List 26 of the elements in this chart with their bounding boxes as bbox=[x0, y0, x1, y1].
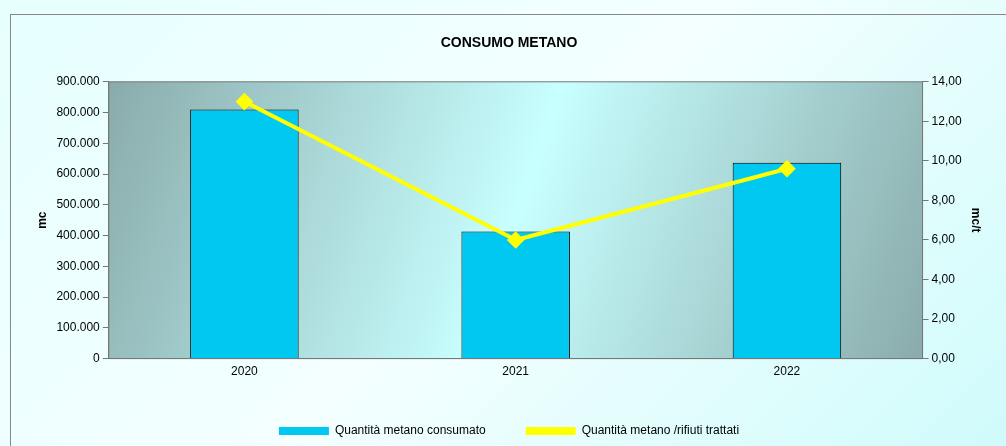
y2-tick-label: 12,00 bbox=[931, 113, 962, 128]
y-tick-label: 200.000 bbox=[56, 289, 101, 304]
y-tick-label: 300.000 bbox=[56, 258, 101, 273]
y-tick-label: 400.000 bbox=[56, 227, 101, 242]
legend-label: Quantità metano /rifiuti trattati bbox=[581, 423, 740, 438]
y2-tick-label: 2,00 bbox=[931, 311, 956, 326]
chart-title: CONSUMO METANO bbox=[440, 34, 578, 51]
y2-tick-label: 8,00 bbox=[931, 192, 956, 207]
y-tick-label: 600.000 bbox=[56, 166, 101, 181]
x-tick-label: 2022 bbox=[773, 364, 801, 379]
y-tick-label: 0 bbox=[93, 350, 101, 365]
y2-tick-label: 4,00 bbox=[931, 271, 956, 286]
y2-tick-label: 10,00 bbox=[931, 153, 962, 168]
y-tick-label: 700.000 bbox=[56, 135, 101, 150]
y-tick-label: 900.000 bbox=[56, 74, 101, 89]
y2-tick-label: 14,00 bbox=[931, 74, 962, 89]
x-tick-label: 2021 bbox=[502, 364, 530, 379]
legend-label: Quantità metano consumato bbox=[334, 423, 486, 438]
y2-tick-label: 0,00 bbox=[931, 350, 956, 365]
y-tick-label: 800.000 bbox=[56, 104, 101, 119]
x-tick-label: 2020 bbox=[231, 364, 259, 379]
y-tick-label: 500.000 bbox=[56, 197, 101, 212]
y-axis-title: mc bbox=[34, 211, 49, 229]
y-tick-label: 100.000 bbox=[56, 320, 101, 335]
y2-axis-title: mc/t bbox=[969, 207, 984, 233]
y2-tick-label: 6,00 bbox=[931, 232, 956, 247]
